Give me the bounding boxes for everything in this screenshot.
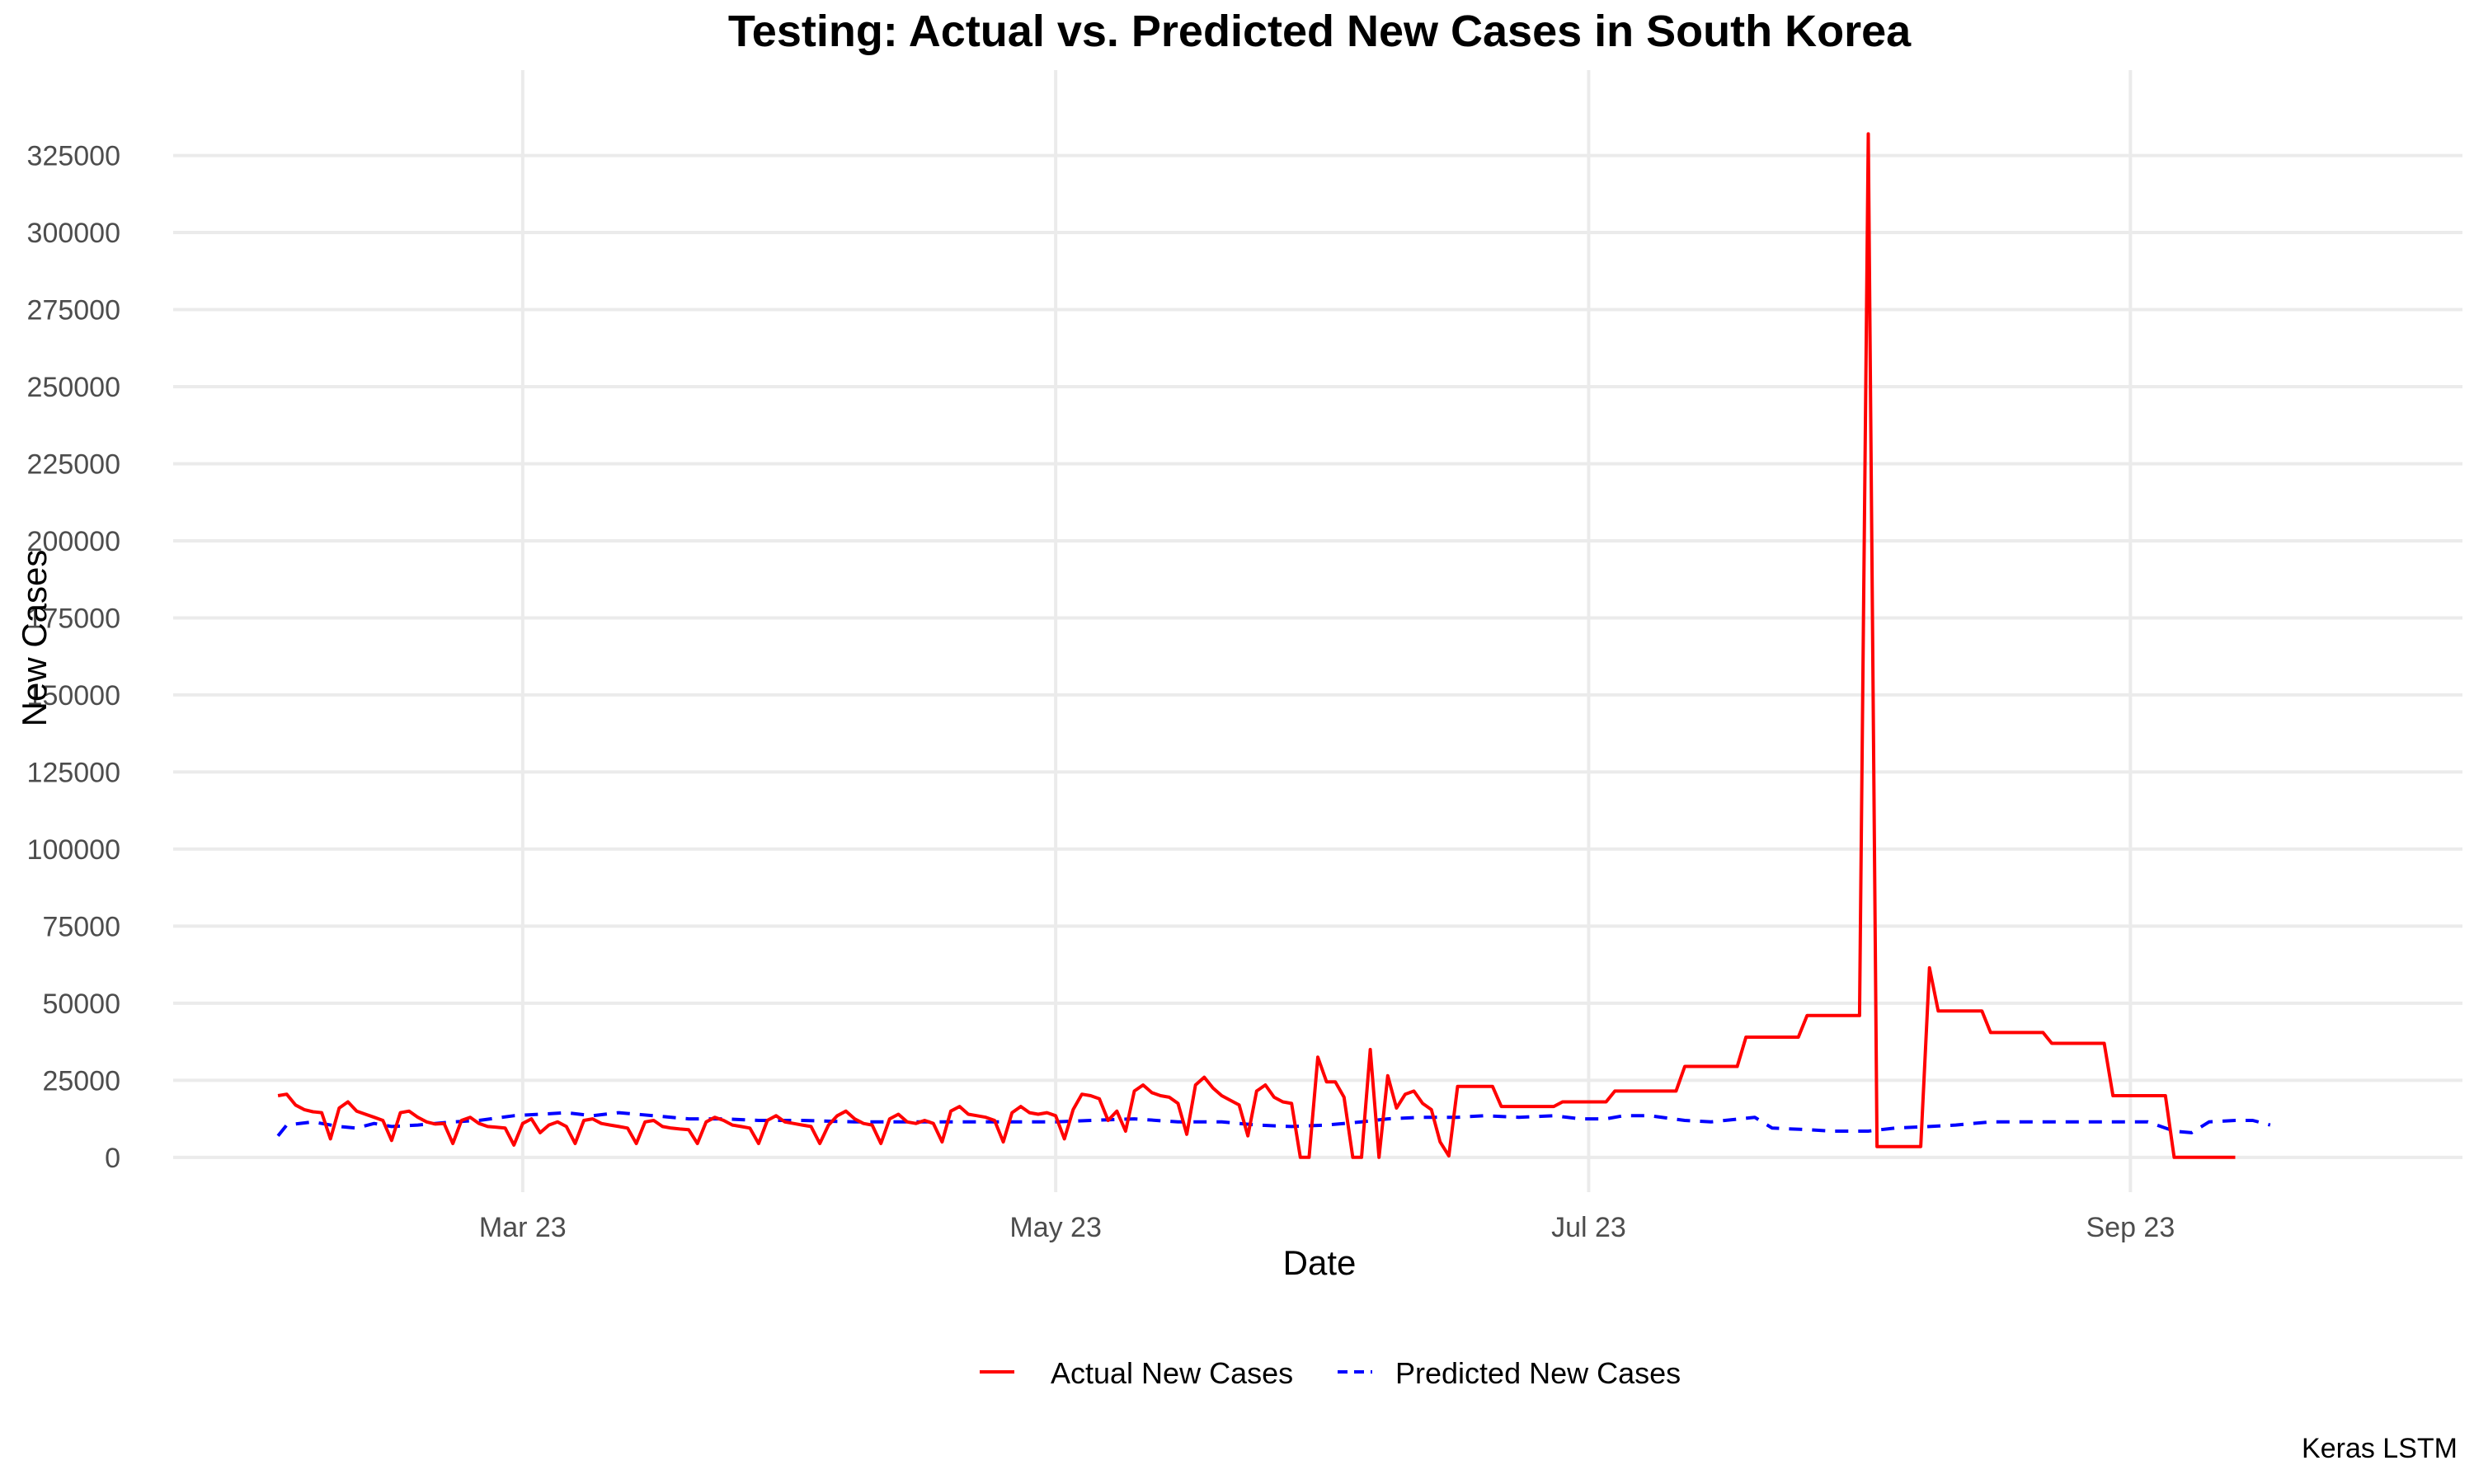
series-line-actual [277, 132, 2236, 1159]
y-tick-label: 100000 [27, 834, 120, 866]
y-tick-label: 250000 [27, 372, 120, 403]
y-tick-label: 25000 [42, 1065, 120, 1097]
legend-label-predicted: Predicted New Cases [1395, 1356, 1681, 1390]
y-tick-label: 300000 [27, 218, 120, 249]
y-tick-label: 225000 [27, 448, 120, 480]
x-tick-label: May 23 [1009, 1212, 1102, 1243]
y-tick-label: 75000 [42, 911, 120, 942]
grid-layer [173, 70, 2462, 1192]
series-layer [276, 132, 2271, 1159]
x-axis-ticks: Mar 23 May 23 Jul 23 Sep 23 [479, 1212, 2175, 1243]
x-tick-label: Sep 23 [2086, 1212, 2175, 1243]
y-axis-title: New Cases [15, 550, 54, 727]
y-tick-label: 125000 [27, 757, 120, 788]
y-axis-ticks: 0 25000 50000 75000 100000 125000 150000 175000… [27, 141, 120, 1174]
y-tick-label: 275000 [27, 295, 120, 326]
legend-label-actual: Actual New Cases [1051, 1356, 1293, 1390]
y-tick-label: 0 [105, 1143, 120, 1174]
y-tick-label: 50000 [42, 989, 120, 1020]
y-tick-label: 200000 [27, 526, 120, 557]
y-tick-label: 325000 [27, 141, 120, 172]
y-tick-label: 150000 [27, 680, 120, 711]
x-axis-title: Date [1283, 1243, 1357, 1282]
chart-title: Testing: Actual vs. Predicted New Cases … [728, 7, 1912, 56]
x-tick-label: Jul 23 [1551, 1212, 1626, 1243]
caption: Keras LSTM [2302, 1433, 2458, 1464]
series-line-predicted [276, 1111, 2271, 1137]
x-tick-label: Mar 23 [479, 1212, 567, 1243]
legend: Actual New Cases Predicted New Cases [980, 1356, 1681, 1390]
y-tick-label: 175000 [27, 603, 120, 634]
